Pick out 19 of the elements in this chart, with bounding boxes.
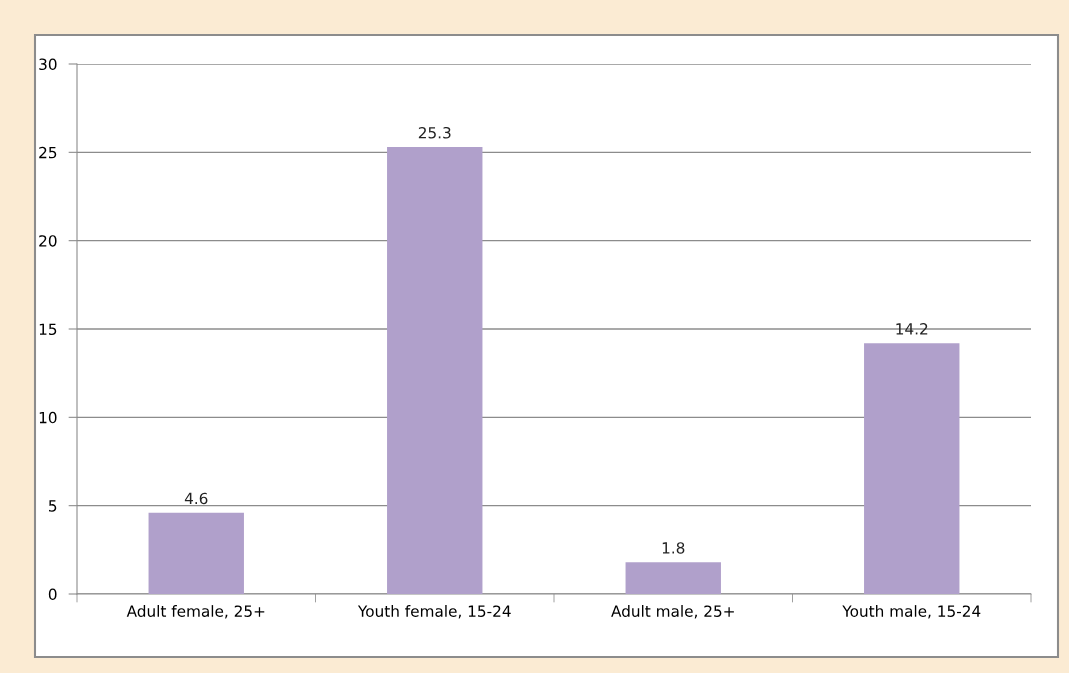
x-tick-label: Adult male, 25+	[611, 605, 734, 619]
y-tick-label: 15	[39, 323, 57, 336]
y-tick-label: 10	[39, 411, 57, 424]
data-label: 14.2	[896, 323, 928, 335]
x-tick-label: Adult female, 25+	[126, 605, 265, 619]
y-tick-label: 25	[39, 146, 57, 159]
x-tick-label: Youth female, 15-24	[357, 605, 511, 619]
y-tick-label: 5	[49, 500, 57, 512]
data-label: 1.8	[662, 542, 685, 554]
y-tick-label: 30	[39, 58, 57, 71]
data-label: 25.3	[418, 126, 451, 139]
bar	[387, 147, 483, 594]
bar	[148, 512, 244, 594]
x-tick-label: Youth male, 15-24	[842, 605, 981, 619]
y-tick-label: 0	[48, 588, 57, 601]
data-label: 4.6	[184, 492, 208, 505]
y-tick-label: 20	[39, 235, 57, 247]
bar	[864, 343, 960, 594]
bar	[625, 562, 721, 594]
